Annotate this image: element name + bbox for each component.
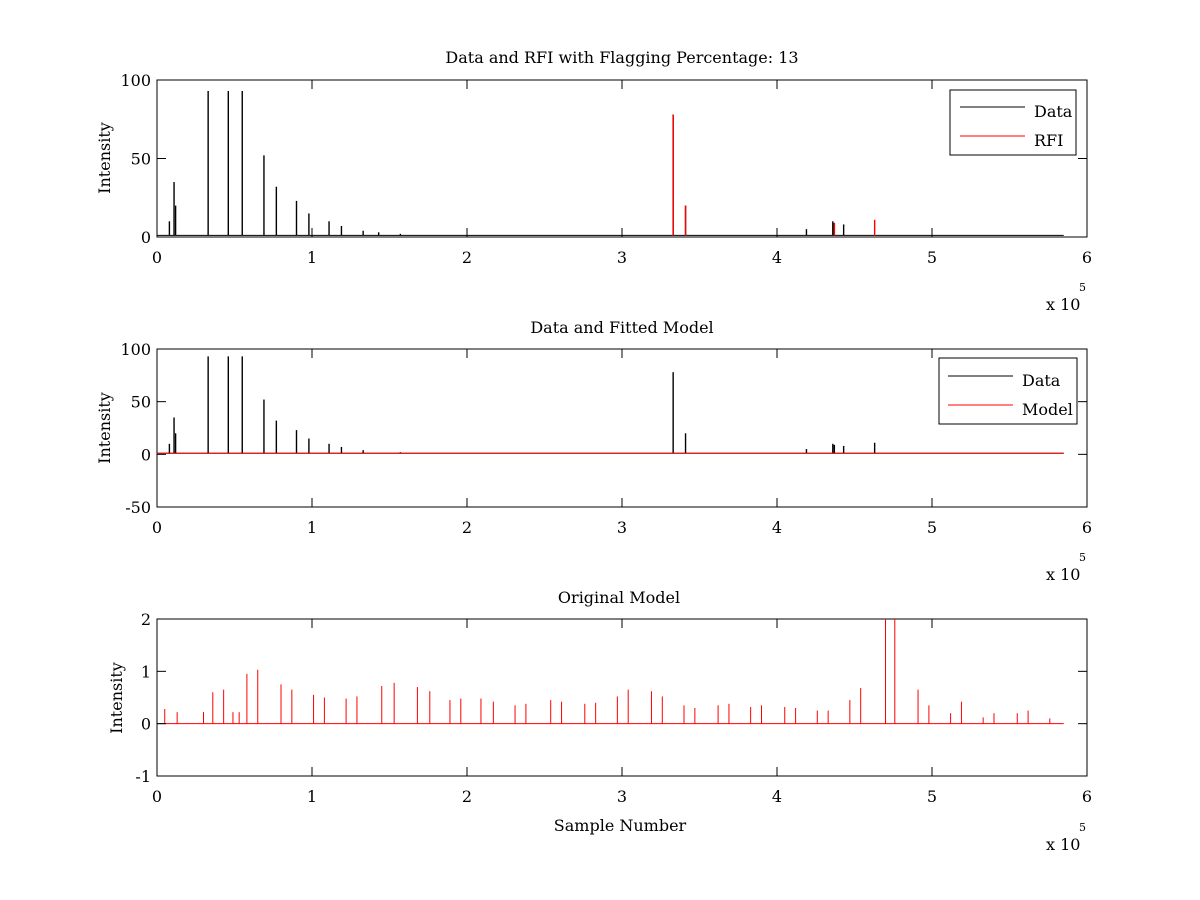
plot-3-x-multiplier: x 10 5 [1046, 821, 1086, 854]
plot-3-x-multiplier-base: x 10 [1046, 835, 1080, 854]
plot-2-marks [157, 356, 1064, 454]
x-tick-label: 2 [462, 787, 472, 806]
x-tick-label: 1 [307, 787, 317, 806]
x-tick-label: 0 [152, 518, 162, 537]
plot-1: Data and RFI with Flagging Percentage: 1… [95, 48, 1092, 314]
y-tick-label: 0 [141, 445, 151, 464]
plot-2-title: Data and Fitted Model [530, 318, 713, 337]
y-tick-label: 2 [141, 610, 151, 629]
y-tick-label: -50 [125, 498, 151, 517]
x-tick-label: 3 [617, 518, 627, 537]
x-tick-label: 5 [927, 518, 937, 537]
y-tick-label: -1 [135, 767, 151, 786]
y-tick-label: 50 [131, 393, 151, 412]
plot-3-title: Original Model [558, 588, 680, 607]
plot-1-legend-label-data: Data [1034, 102, 1073, 121]
plot-1-x-multiplier: x 10 5 [1046, 281, 1086, 314]
x-tick-label: 2 [462, 518, 472, 537]
x-tick-label: 4 [772, 248, 782, 267]
x-tick-label: 5 [927, 248, 937, 267]
y-tick-label: 100 [120, 71, 151, 90]
plot-3-marks [157, 619, 1064, 725]
x-tick-label: 0 [152, 248, 162, 267]
x-tick-label: 4 [772, 518, 782, 537]
x-tick-label: 5 [927, 787, 937, 806]
plot-1-x-multiplier-base: x 10 [1046, 295, 1080, 314]
y-tick-label: 50 [131, 150, 151, 169]
y-tick-label: 0 [141, 715, 151, 734]
plot-3-x-multiplier-exponent: 5 [1079, 821, 1086, 834]
x-tick-label: 4 [772, 787, 782, 806]
plot-2-legend-label-model: Model [1022, 400, 1073, 419]
y-tick-label: 1 [141, 662, 151, 681]
x-tick-label: 6 [1082, 787, 1092, 806]
x-tick-label: 6 [1082, 518, 1092, 537]
plot-1-legend-label-rfi: RFI [1034, 131, 1063, 150]
y-tick-label: 100 [120, 340, 151, 359]
y-tick-label: 0 [141, 228, 151, 247]
plot-1-legend: Data RFI [949, 89, 1077, 156]
plot-3-xlabel: Sample Number [554, 816, 687, 835]
plot-2-legend-label-data: Data [1022, 371, 1061, 390]
x-tick-label: 0 [152, 787, 162, 806]
plot-2-x-multiplier-exponent: 5 [1079, 551, 1086, 564]
plot-1-ylabel: Intensity [95, 122, 114, 194]
plot-2-x-multiplier-base: x 10 [1046, 565, 1080, 584]
plot-1-title: Data and RFI with Flagging Percentage: 1… [445, 48, 798, 67]
x-tick-label: 3 [617, 787, 627, 806]
x-tick-label: 1 [307, 518, 317, 537]
plot-1-x-multiplier-exponent: 5 [1079, 281, 1086, 294]
plot-2: Data and Fitted Model Intensity 0 1 2 3 4 5 6 -… [95, 318, 1092, 584]
plot-2-legend: Data Model [938, 357, 1078, 425]
plot-2-ylabel: Intensity [95, 392, 114, 464]
plot-3-ylabel: Intensity [107, 662, 126, 734]
plot-2-legend-box [938, 357, 1078, 425]
plot-1-ticks: 0 1 2 3 4 5 6 0 50 100 [120, 71, 1092, 267]
plot-2-x-multiplier: x 10 5 [1046, 551, 1086, 584]
x-tick-label: 1 [307, 248, 317, 267]
plot-1-marks [157, 90, 1064, 236]
x-tick-label: 2 [462, 248, 472, 267]
x-tick-label: 3 [617, 248, 627, 267]
x-tick-label: 6 [1082, 248, 1092, 267]
plot-1-legend-box [949, 89, 1077, 156]
